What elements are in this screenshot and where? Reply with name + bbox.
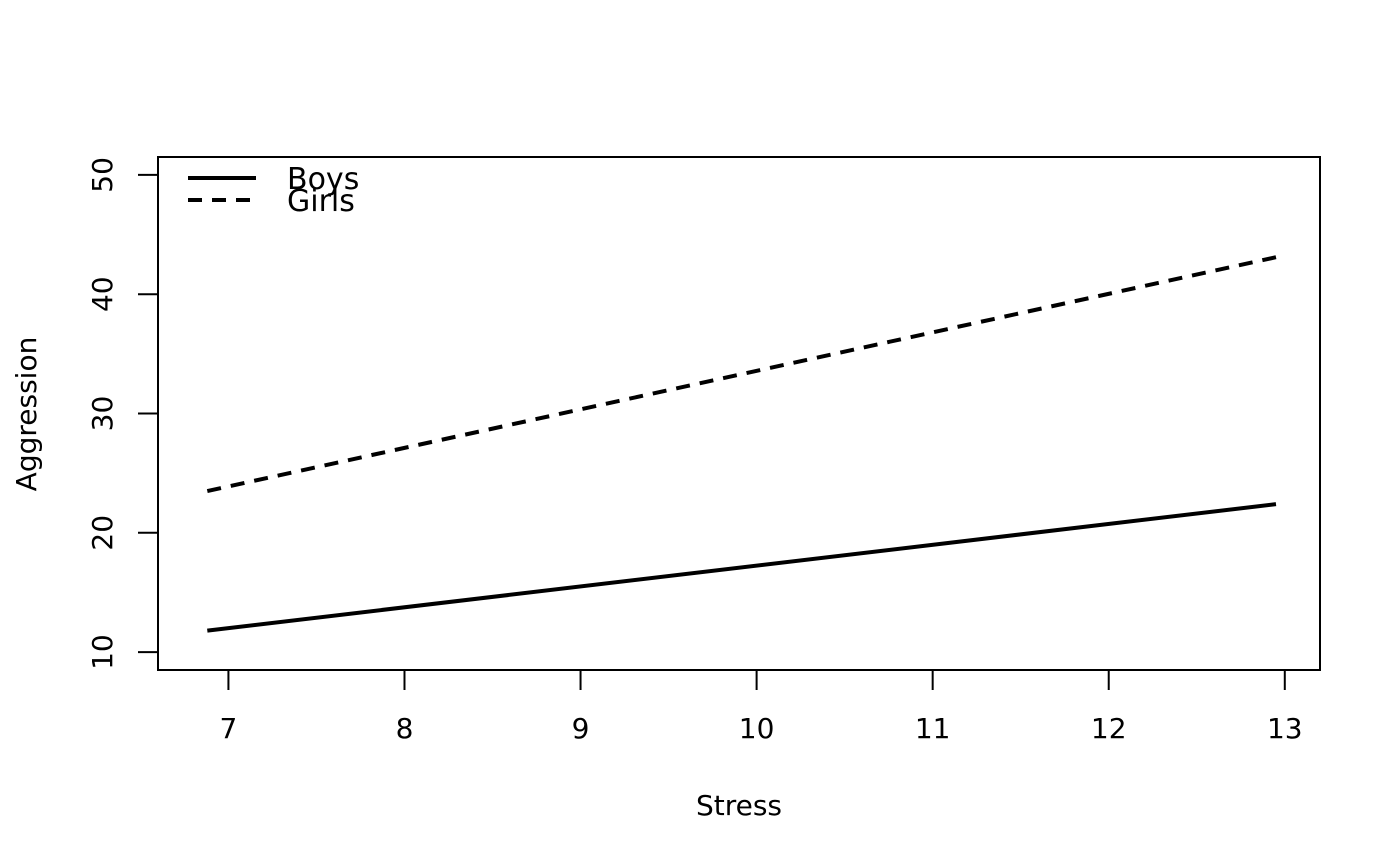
legend-label-boys: Boys xyxy=(287,162,359,197)
legend-label-girls: Girls xyxy=(287,184,355,219)
y-axis-label: Aggression xyxy=(10,337,43,492)
x-axis-label: Stress xyxy=(696,789,782,822)
series-line-boys xyxy=(207,502,1277,633)
y-tick-label: 10 xyxy=(86,634,119,670)
x-tick-label: 10 xyxy=(739,712,775,745)
x-axis: 7 8 9 10 11 12 13 xyxy=(220,669,1303,745)
x-tick-label: 9 xyxy=(572,712,590,745)
x-tick-label: 12 xyxy=(1091,712,1127,745)
x-tick-label: 8 xyxy=(396,712,414,745)
x-tick-label: 7 xyxy=(220,712,238,745)
series-group xyxy=(206,255,1277,633)
y-axis: 10 20 30 40 50 xyxy=(86,157,159,670)
y-tick-label: 50 xyxy=(86,157,119,193)
x-tick-label: 11 xyxy=(915,712,951,745)
y-tick-label: 40 xyxy=(86,276,119,312)
y-tick-label: 30 xyxy=(86,396,119,432)
series-line-girls xyxy=(206,255,1277,494)
plot-frame xyxy=(157,156,1321,671)
x-tick-label: 13 xyxy=(1267,712,1303,745)
y-tick-label: 20 xyxy=(86,515,119,551)
